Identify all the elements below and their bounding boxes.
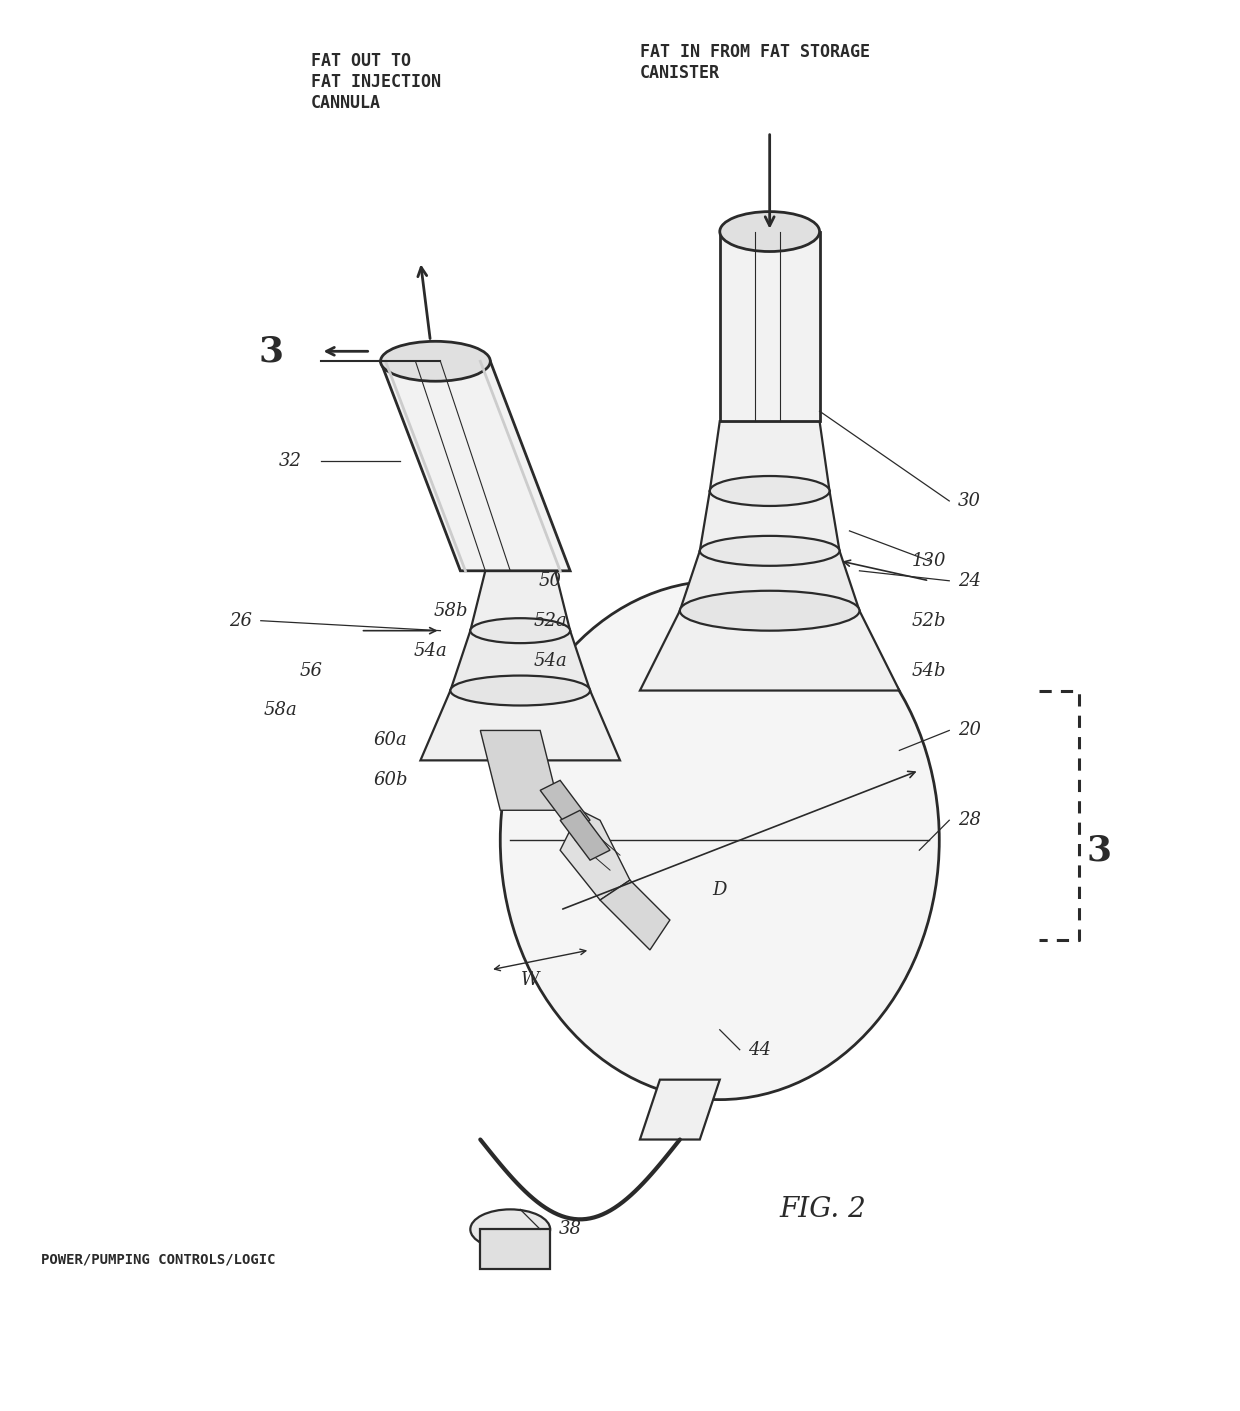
Text: 54a: 54a (533, 652, 567, 670)
Text: 30: 30 (957, 492, 981, 509)
Ellipse shape (680, 591, 859, 631)
Polygon shape (480, 731, 560, 810)
Polygon shape (420, 690, 620, 761)
Text: 60b: 60b (373, 772, 408, 789)
Text: 44: 44 (748, 1041, 771, 1058)
Text: 56: 56 (299, 662, 322, 680)
Text: 52a: 52a (533, 612, 567, 629)
Text: 3: 3 (258, 334, 284, 368)
Ellipse shape (470, 1209, 551, 1249)
Text: 26: 26 (229, 612, 253, 629)
Polygon shape (470, 571, 570, 631)
Ellipse shape (709, 476, 830, 507)
Text: POWER/PUMPING CONTROLS/LOGIC: POWER/PUMPING CONTROLS/LOGIC (41, 1252, 275, 1266)
Text: 3: 3 (1086, 832, 1111, 868)
Polygon shape (560, 810, 630, 900)
Polygon shape (560, 810, 610, 861)
Ellipse shape (699, 536, 839, 566)
Polygon shape (450, 631, 590, 690)
Polygon shape (640, 611, 899, 690)
Ellipse shape (719, 212, 820, 251)
Ellipse shape (470, 618, 570, 643)
Text: 32: 32 (279, 452, 303, 470)
Polygon shape (381, 361, 570, 571)
Text: 52b: 52b (913, 612, 946, 629)
Polygon shape (541, 780, 590, 830)
Text: FAT IN FROM FAT STORAGE
CANISTER: FAT IN FROM FAT STORAGE CANISTER (640, 44, 870, 82)
Polygon shape (709, 420, 830, 491)
Text: FIG. 2: FIG. 2 (780, 1197, 867, 1223)
Ellipse shape (381, 341, 490, 381)
Polygon shape (719, 231, 820, 420)
Text: W: W (521, 971, 539, 989)
Text: 58a: 58a (264, 701, 298, 720)
Polygon shape (640, 1079, 719, 1140)
Polygon shape (600, 880, 670, 950)
Text: D: D (713, 880, 727, 899)
Text: 24: 24 (957, 571, 981, 590)
Polygon shape (699, 491, 839, 550)
Ellipse shape (500, 581, 939, 1099)
Text: 20: 20 (957, 721, 981, 739)
Text: 58b: 58b (433, 601, 467, 619)
Text: 50: 50 (538, 571, 562, 590)
Text: 130: 130 (913, 552, 946, 570)
Text: FAT OUT TO
FAT INJECTION
CANNULA: FAT OUT TO FAT INJECTION CANNULA (311, 52, 440, 111)
Text: 54a: 54a (414, 642, 448, 659)
Polygon shape (480, 1229, 551, 1270)
Text: 38: 38 (558, 1221, 582, 1239)
Polygon shape (680, 550, 859, 611)
Text: 60a: 60a (373, 731, 408, 749)
Ellipse shape (450, 676, 590, 706)
Text: 54b: 54b (913, 662, 946, 680)
Text: 28: 28 (957, 811, 981, 830)
